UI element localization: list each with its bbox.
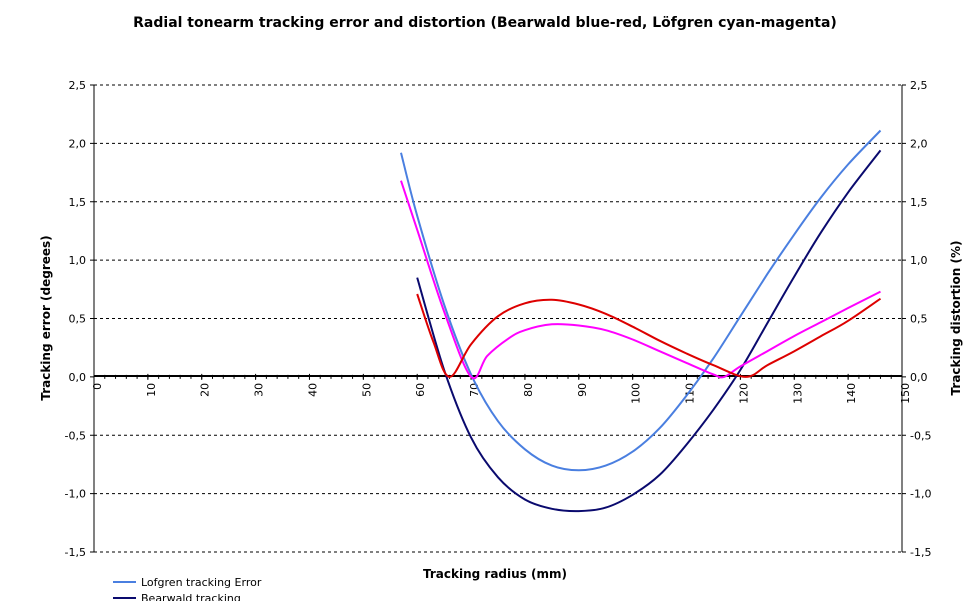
x-tick-label: 20 <box>199 383 212 397</box>
y-tick-label-left: -0,5 <box>65 429 86 442</box>
series-line-3 <box>400 180 881 380</box>
y-tick-label-right: 0,5 <box>910 313 928 326</box>
x-tick-label: 90 <box>576 383 589 397</box>
left-y-axis-label: Tracking error (degrees) <box>39 235 53 400</box>
x-tick-label: 60 <box>414 383 427 397</box>
x-tick-label: 40 <box>306 383 319 397</box>
y-tick-label-right: 2,0 <box>910 137 928 150</box>
y-tick-label-right: -1,0 <box>910 488 931 501</box>
y-tick-label-left: 0,0 <box>69 371 87 384</box>
legend: Lofgren tracking Error Bearwald tracking <box>113 576 262 601</box>
y-tick-label-left: 2,5 <box>69 79 87 92</box>
series-line-4 <box>416 293 882 378</box>
x-tick-label: 150 <box>899 383 912 404</box>
chart-title: Radial tonearm tracking error and distor… <box>133 15 837 31</box>
y-tick-label-right: 2,5 <box>910 79 928 92</box>
series-line-2 <box>416 149 882 513</box>
x-tick-label: 80 <box>522 383 535 397</box>
x-tick-label: 30 <box>253 383 266 397</box>
y-tick-label-left: 1,0 <box>69 254 87 267</box>
x-axis-ticks: 0 10 20 30 40 50 60 70 80 90 100 110 120 130 140 150 <box>91 373 912 404</box>
y-tick-label-left: 2,0 <box>69 137 87 150</box>
x-tick-label: 120 <box>737 383 750 404</box>
x-tick-label: 100 <box>630 383 643 404</box>
x-tick-label: 50 <box>360 383 373 397</box>
y-tick-label-left: -1,0 <box>65 488 86 501</box>
y-tick-label-right: -0,5 <box>910 429 931 442</box>
x-tick-label: 0 <box>91 383 104 390</box>
right-y-axis-label: Tracking distortion (%) <box>949 241 963 396</box>
y-tick-label-right: -1,5 <box>910 546 931 559</box>
legend-label-lofgren: Lofgren tracking Error <box>141 576 262 589</box>
y-axis-ticks: 2,5 2,5 2,0 2,0 1,5 1,5 1,0 1,0 0,5 0,5 0,0 0,0 -0,5… <box>65 79 932 559</box>
y-tick-label-right: 1,5 <box>910 196 928 209</box>
legend-label-bearwald: Bearwald tracking <box>141 592 241 601</box>
x-axis-label: Tracking radius (mm) <box>423 567 567 581</box>
y-tick-label-left: 1,5 <box>69 196 87 209</box>
x-tick-label: 10 <box>145 383 158 397</box>
series-line-1 <box>400 129 882 472</box>
y-tick-label-left: 0,5 <box>69 313 87 326</box>
y-tick-label-right: 1,0 <box>910 254 928 267</box>
grid-lines <box>94 84 902 553</box>
x-tick-label: 140 <box>845 383 858 404</box>
series-lines <box>400 129 882 513</box>
y-tick-label-right: 0,0 <box>910 371 928 384</box>
x-tick-label: 130 <box>791 383 804 404</box>
y-tick-label-left: -1,5 <box>65 546 86 559</box>
